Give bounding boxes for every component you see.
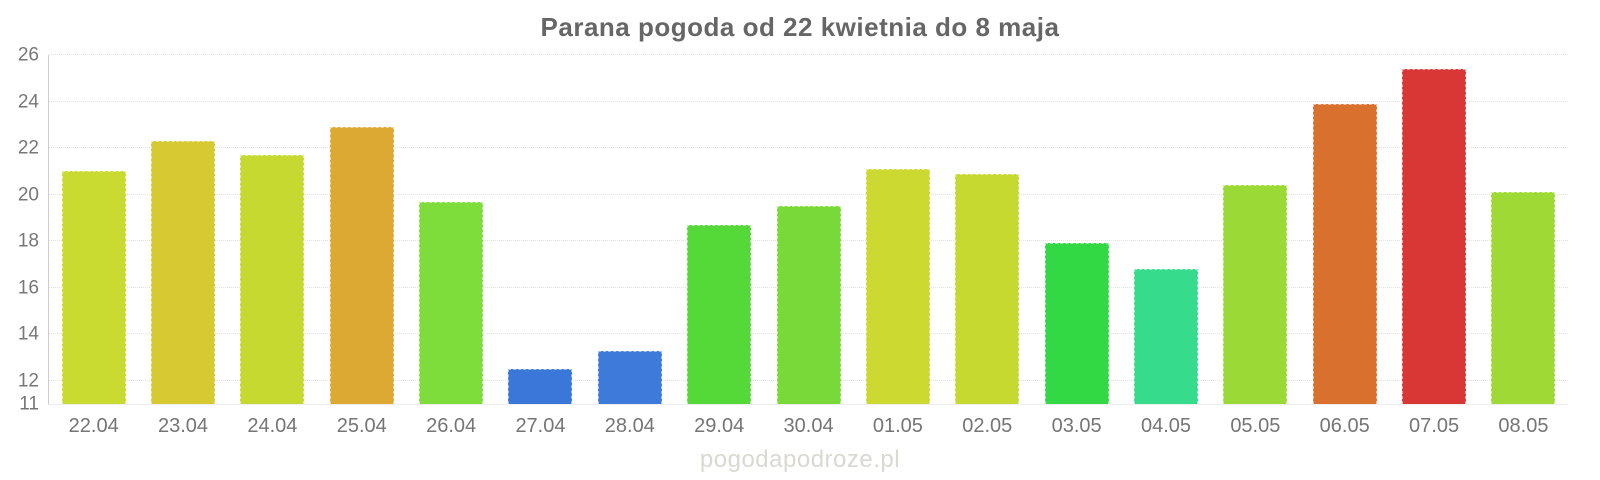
bar-slot-28.04: 28.04 — [585, 55, 674, 437]
bar-slot-02.05: 02.05 — [943, 55, 1032, 437]
bar-slot-06.05: 06.05 — [1300, 55, 1389, 437]
bar-08.05 — [1491, 192, 1556, 404]
bar-slot-05.05: 05.05 — [1211, 55, 1300, 437]
x-tick-label-26.04: 26.04 — [426, 415, 477, 437]
y-tick-label-12: 12 — [17, 370, 39, 392]
x-tick-label-30.04: 30.04 — [783, 415, 834, 437]
chart-title: Parana pogoda od 22 kwietnia do 8 maja — [540, 12, 1060, 42]
gridline-20 — [49, 193, 1568, 195]
y-tick-label-11: 11 — [19, 393, 39, 415]
x-tick-label-27.04: 27.04 — [515, 415, 566, 437]
bars-layer: 22.04 23.04 24.04 25.04 26.04 27.04 28.04 29.04… — [49, 55, 1568, 437]
bar-04.05 — [1133, 269, 1198, 404]
bar-29.04 — [687, 224, 752, 404]
bar-06.05 — [1312, 103, 1377, 404]
y-tick-label-14: 14 — [17, 323, 39, 345]
x-tick-label-22.04: 22.04 — [68, 415, 119, 437]
bar-slot-27.04: 27.04 — [496, 55, 585, 437]
bar-03.05 — [1044, 243, 1109, 404]
x-tick-label-04.05: 04.05 — [1140, 415, 1192, 437]
bar-slot-22.04: 22.04 — [49, 55, 138, 437]
bar-30.04 — [776, 206, 841, 404]
y-tick-label-22: 22 — [17, 137, 39, 159]
x-tick-label-29.04: 29.04 — [694, 415, 745, 437]
bar-23.04 — [151, 141, 216, 404]
x-tick-label-02.05: 02.05 — [962, 415, 1013, 437]
y-tick-label-24: 24 — [17, 91, 39, 113]
x-tick-label-08.05: 08.05 — [1498, 415, 1549, 437]
x-tick-label-01.05: 01.05 — [872, 415, 923, 437]
bar-slot-25.04: 25.04 — [317, 55, 406, 437]
bar-slot-29.04: 29.04 — [675, 55, 764, 437]
bar-26.04 — [419, 201, 484, 404]
bar-02.05 — [955, 173, 1020, 404]
bar-slot-07.05: 07.05 — [1389, 55, 1478, 437]
x-tick-label-03.05: 03.05 — [1051, 415, 1102, 437]
gridline-22 — [49, 147, 1568, 149]
x-tick-label-05.05: 05.05 — [1230, 415, 1281, 437]
y-tick-label-16: 16 — [17, 277, 39, 299]
y-tick-label-26: 26 — [17, 44, 39, 66]
x-tick-label-06.05: 06.05 — [1319, 415, 1370, 437]
x-tick-label-07.05: 07.05 — [1409, 415, 1460, 437]
bar-22.04 — [61, 171, 126, 404]
y-tick-label-20: 20 — [17, 184, 39, 206]
bar-slot-04.05: 04.05 — [1121, 55, 1210, 437]
plot-area: 26 24 22 20 18 16 14 12 11 22.04 23.04 24.04 25.04 2… — [18, 46, 1568, 437]
bar-01.05 — [865, 169, 930, 404]
bar-slot-08.05: 08.05 — [1479, 55, 1568, 437]
bar-slot-01.05: 01.05 — [853, 55, 942, 437]
bar-28.04 — [597, 350, 662, 404]
bar-slot-03.05: 03.05 — [1032, 55, 1121, 437]
bar-slot-23.04: 23.04 — [138, 55, 227, 437]
y-tick-label-18: 18 — [17, 230, 39, 252]
gridline-26 — [49, 54, 1568, 55]
x-tick-label-24.04: 24.04 — [247, 415, 298, 437]
bar-27.04 — [508, 369, 573, 404]
watermark: pogodapodroze.pl — [699, 446, 901, 473]
bar-slot-24.04: 24.04 — [228, 55, 317, 437]
bar-07.05 — [1402, 68, 1467, 404]
bar-24.04 — [240, 155, 305, 404]
x-tick-label-25.04: 25.04 — [336, 415, 387, 437]
bar-05.05 — [1223, 185, 1288, 404]
gridline-24 — [49, 100, 1568, 102]
bar-25.04 — [329, 127, 394, 404]
bar-slot-30.04: 30.04 — [764, 55, 853, 437]
bar-slot-26.04: 26.04 — [406, 55, 495, 437]
x-tick-label-23.04: 23.04 — [158, 415, 209, 437]
x-tick-label-28.04: 28.04 — [604, 415, 655, 437]
